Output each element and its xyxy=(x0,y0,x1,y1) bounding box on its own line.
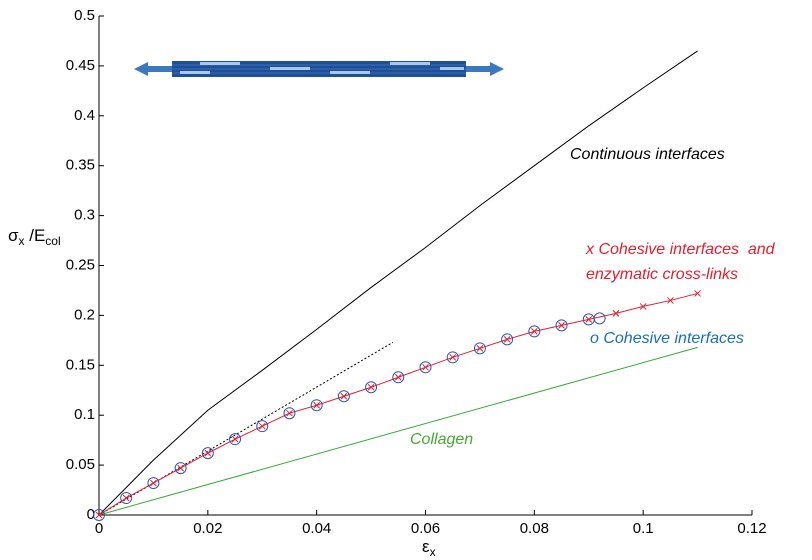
y-tick-label: 0.25 xyxy=(66,256,95,273)
circle-marker xyxy=(93,509,105,521)
y-label-part: σ xyxy=(8,226,19,245)
y-tick-label: 0.05 xyxy=(66,456,95,473)
x-marker xyxy=(585,316,593,323)
circle-marker xyxy=(501,333,514,346)
x-marker xyxy=(476,344,484,352)
x-tick-label: 0.12 xyxy=(737,520,766,537)
y-label-part: /E xyxy=(25,226,46,245)
series-line xyxy=(98,50,698,516)
x-marker xyxy=(639,303,647,310)
y-tick-label: 0 xyxy=(87,506,95,523)
x-marker xyxy=(122,494,130,502)
series-line xyxy=(98,346,698,516)
y-label-part: col xyxy=(45,234,60,248)
x-tick-label: 0.06 xyxy=(411,520,440,537)
annotation: x Cohesive interfaces and xyxy=(585,241,776,258)
x-marker xyxy=(503,335,511,343)
circle-marker xyxy=(120,492,133,505)
x-tick-label: 0.08 xyxy=(520,520,549,537)
y-tick-label: 0.1 xyxy=(74,406,95,423)
x-marker xyxy=(95,511,103,519)
circle-marker xyxy=(147,477,160,490)
x-label-part: ε xyxy=(422,537,430,556)
x-marker xyxy=(558,322,565,329)
x-tick-label: 0.04 xyxy=(302,520,331,537)
circle-marker xyxy=(365,381,378,394)
x-marker xyxy=(286,409,293,417)
circle-marker xyxy=(283,407,296,420)
x-marker xyxy=(204,449,212,457)
x-marker xyxy=(612,310,620,317)
circle-marker xyxy=(310,399,323,412)
x-marker xyxy=(231,435,239,443)
circle-marker xyxy=(419,361,432,374)
x-label-part: x xyxy=(430,545,436,559)
y-tick-label: 0.3 xyxy=(74,207,95,224)
x-marker xyxy=(667,297,674,304)
circle-marker xyxy=(337,390,350,403)
y-tick-label: 0.15 xyxy=(66,356,95,373)
annotation: enzymatic cross-links xyxy=(586,266,738,283)
y-tick-label: 0.4 xyxy=(74,107,95,124)
x-tick-label: 0.02 xyxy=(193,520,222,537)
y-tick-label: 0.2 xyxy=(74,306,95,323)
x-axis-label: εx xyxy=(422,537,436,559)
x-marker xyxy=(422,363,429,371)
annotation: Continuous interfaces xyxy=(570,146,725,163)
circle-marker xyxy=(593,312,606,325)
y-label-part: x xyxy=(19,234,25,248)
circle-marker xyxy=(229,433,242,446)
x-marker xyxy=(694,290,701,297)
x-marker xyxy=(530,328,538,335)
circle-marker xyxy=(446,351,459,364)
x-marker xyxy=(367,383,375,391)
y-tick-label: 0.35 xyxy=(66,157,95,174)
x-marker xyxy=(258,422,266,430)
circle-marker xyxy=(256,420,269,433)
circle-marker xyxy=(473,342,486,355)
circle-marker xyxy=(392,371,405,384)
series-line xyxy=(98,292,698,516)
annotation: Collagen xyxy=(410,431,473,448)
circle-marker xyxy=(174,462,187,475)
circle-marker xyxy=(528,325,541,338)
x-marker xyxy=(394,373,402,381)
fiber-icon xyxy=(134,61,504,77)
circle-marker xyxy=(201,447,214,460)
y-tick-label: 0.45 xyxy=(66,57,95,74)
x-marker xyxy=(177,464,184,472)
x-tick-label: 0 xyxy=(95,520,103,537)
x-marker xyxy=(150,479,157,487)
x-marker xyxy=(313,401,321,409)
x-marker xyxy=(449,353,457,361)
annotation: o Cohesive interfaces xyxy=(590,330,744,347)
x-marker xyxy=(340,392,348,400)
y-axis-label: σx /Ecol xyxy=(8,226,61,248)
x-tick-label: 0.1 xyxy=(633,520,654,537)
y-tick-label: 0.5 xyxy=(74,7,95,24)
circle-marker xyxy=(555,319,568,332)
